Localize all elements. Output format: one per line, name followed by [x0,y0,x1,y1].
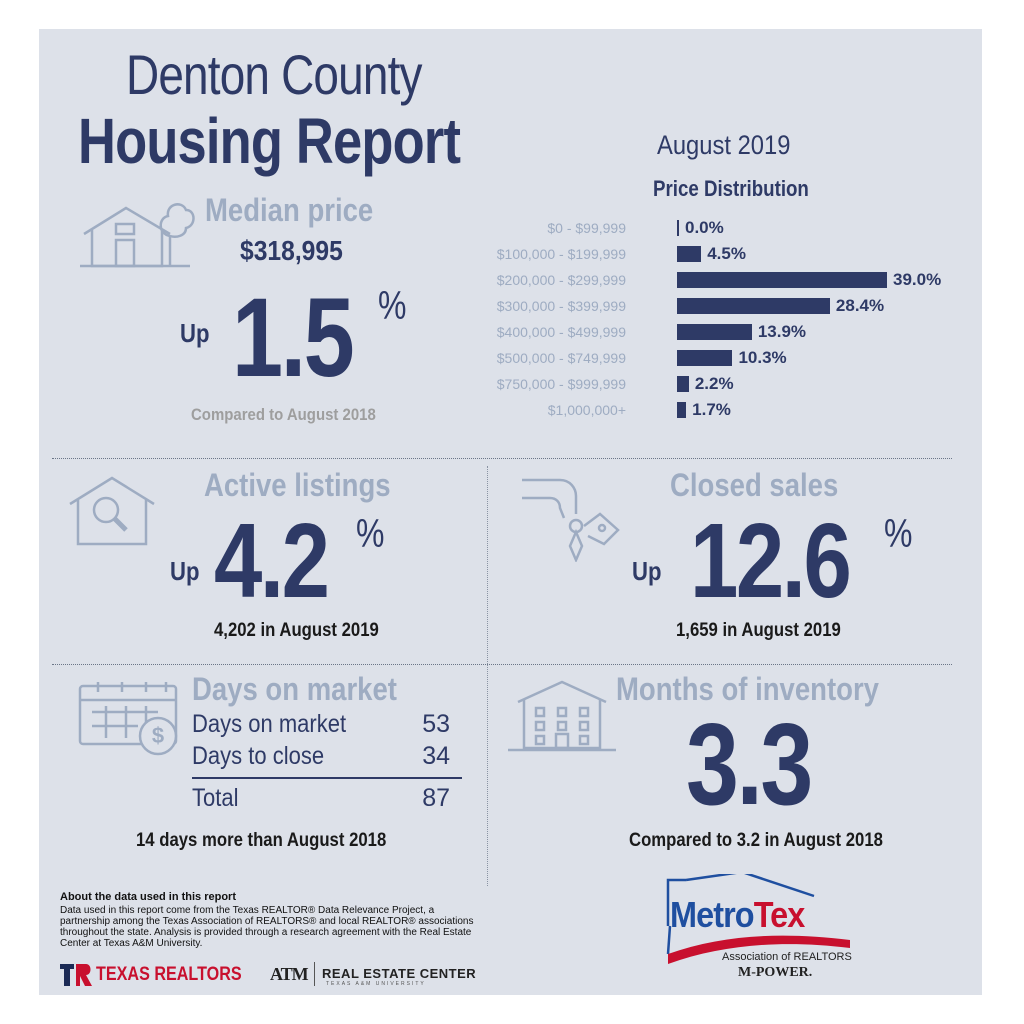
metrotex-logo-tex: Tex [753,894,806,935]
price-distribution-row: $200,000 - $299,999 39.0% [470,269,970,293]
price-distribution-row: $100,000 - $199,999 4.5% [470,243,970,267]
closed-detail: 1,659 in August 2019 [676,620,841,641]
active-direction: Up [170,556,200,586]
price-distribution-value-label: 2.2% [694,374,734,393]
dom-comparison: 14 days more than August 2018 [136,830,387,851]
about-title: About the data used in this report [60,891,237,903]
atm-logo-mark: ATM [270,964,309,984]
price-distribution-row: $400,000 - $499,999 13.9% [470,321,970,345]
metrotex-logo-text: MetroTex [670,894,806,936]
median-change-value: 1.5 [232,275,355,400]
dom-row-label: Days to close [192,742,325,770]
logo-separator [314,962,315,986]
active-change-value: 4.2 [214,502,330,620]
dom-row-value: 53 [422,710,450,738]
price-distribution-bar [677,220,679,236]
median-comparison: Compared to August 2018 [191,405,376,424]
median-percent-sign: % [378,284,407,328]
dom-total-rule [192,777,462,779]
active-percent-sign: % [356,512,385,556]
price-distribution-category-label: $500,000 - $749,999 [496,350,626,366]
dom-row-label: Days on market [192,710,347,738]
texas-realtors-logo-text: TEXAS REALTORS [96,964,242,985]
closed-percent-sign: % [884,512,913,556]
price-distribution-bar [677,376,689,392]
hand-key-icon [520,474,622,567]
price-distribution-row: $300,000 - $399,999 28.4% [470,295,970,319]
real-estate-center-logo-text: REAL ESTATE CENTER [322,966,477,981]
price-distribution-value-label: 0.0% [685,218,724,237]
price-distribution-category-label: $400,000 - $499,999 [496,324,626,340]
divider-top [52,458,952,459]
price-distribution-value-label: 13.9% [757,322,807,341]
months-inventory-heading: Months of inventory [616,671,879,707]
divider-middle [52,664,952,665]
active-listings-heading: Active listings [204,467,391,503]
title-line-2: Housing Report [78,105,461,177]
months-inventory-comparison: Compared to 3.2 in August 2018 [629,830,883,851]
price-distribution-category-label: $0 - $99,999 [547,220,626,236]
price-distribution-row: $0 - $99,999 0.0% [470,217,970,241]
divider-vertical [487,466,488,886]
closed-direction: Up [632,556,662,586]
price-distribution-value-label: 10.3% [738,348,787,367]
price-distribution-bar [677,298,830,314]
mpower-logo-text: M-POWER. [738,965,813,980]
price-distribution-title: Price Distribution [653,176,809,201]
price-distribution-row: $500,000 - $749,999 10.3% [470,347,970,371]
metrotex-logo-subtext: Association of REALTORS [722,951,852,963]
price-distribution-bar [677,402,687,418]
report-panel [39,29,982,995]
price-distribution-bar [677,272,887,288]
price-distribution-category-label: $300,000 - $399,999 [496,298,626,314]
apartment-building-icon [506,678,618,757]
title-line-1: Denton County [126,43,422,106]
about-text: Data used in this report come from the T… [60,905,474,949]
closed-change-value: 12.6 [690,502,852,620]
price-distribution-category-label: $200,000 - $299,999 [496,272,626,288]
price-distribution-value-label: 1.7% [692,400,731,419]
texas-realtors-logo-mark [60,964,92,991]
closed-sales-heading: Closed sales [670,467,839,503]
price-distribution-category-label: $750,000 - $999,999 [496,376,626,392]
price-distribution-bar [677,324,752,340]
median-direction: Up [180,318,210,348]
svg-text:$: $ [152,723,164,748]
median-price-heading: Median price [205,192,374,228]
calendar-dollar-icon: $ [78,680,188,765]
price-distribution-bar [677,350,733,366]
report-period: August 2019 [657,130,791,160]
dom-total-label: Total [192,784,239,812]
price-distribution-row: $750,000 - $999,999 2.2% [470,373,970,397]
metrotex-logo-metro: Metro [670,894,755,935]
price-distribution-row: $1,000,000+ 1.7% [470,399,970,423]
house-tree-icon [78,196,196,275]
price-distribution-category-label: $1,000,000+ [547,402,626,418]
dom-row-value: 34 [422,742,450,770]
price-distribution-category-label: $100,000 - $199,999 [496,246,626,262]
real-estate-center-subtext: TEXAS A&M UNIVERSITY [326,981,426,987]
active-detail: 4,202 in August 2019 [214,620,379,641]
price-distribution-value-label: 39.0% [893,270,942,289]
months-inventory-value: 3.3 [686,699,813,829]
price-distribution-value-label: 28.4% [835,296,885,315]
days-on-market-heading: Days on market [192,671,397,707]
dom-total-value: 87 [422,784,450,812]
median-price-value: $318,995 [240,235,343,266]
price-distribution-value-label: 4.5% [707,244,746,263]
price-distribution-bar [677,246,702,262]
house-magnifier-icon [66,474,158,551]
